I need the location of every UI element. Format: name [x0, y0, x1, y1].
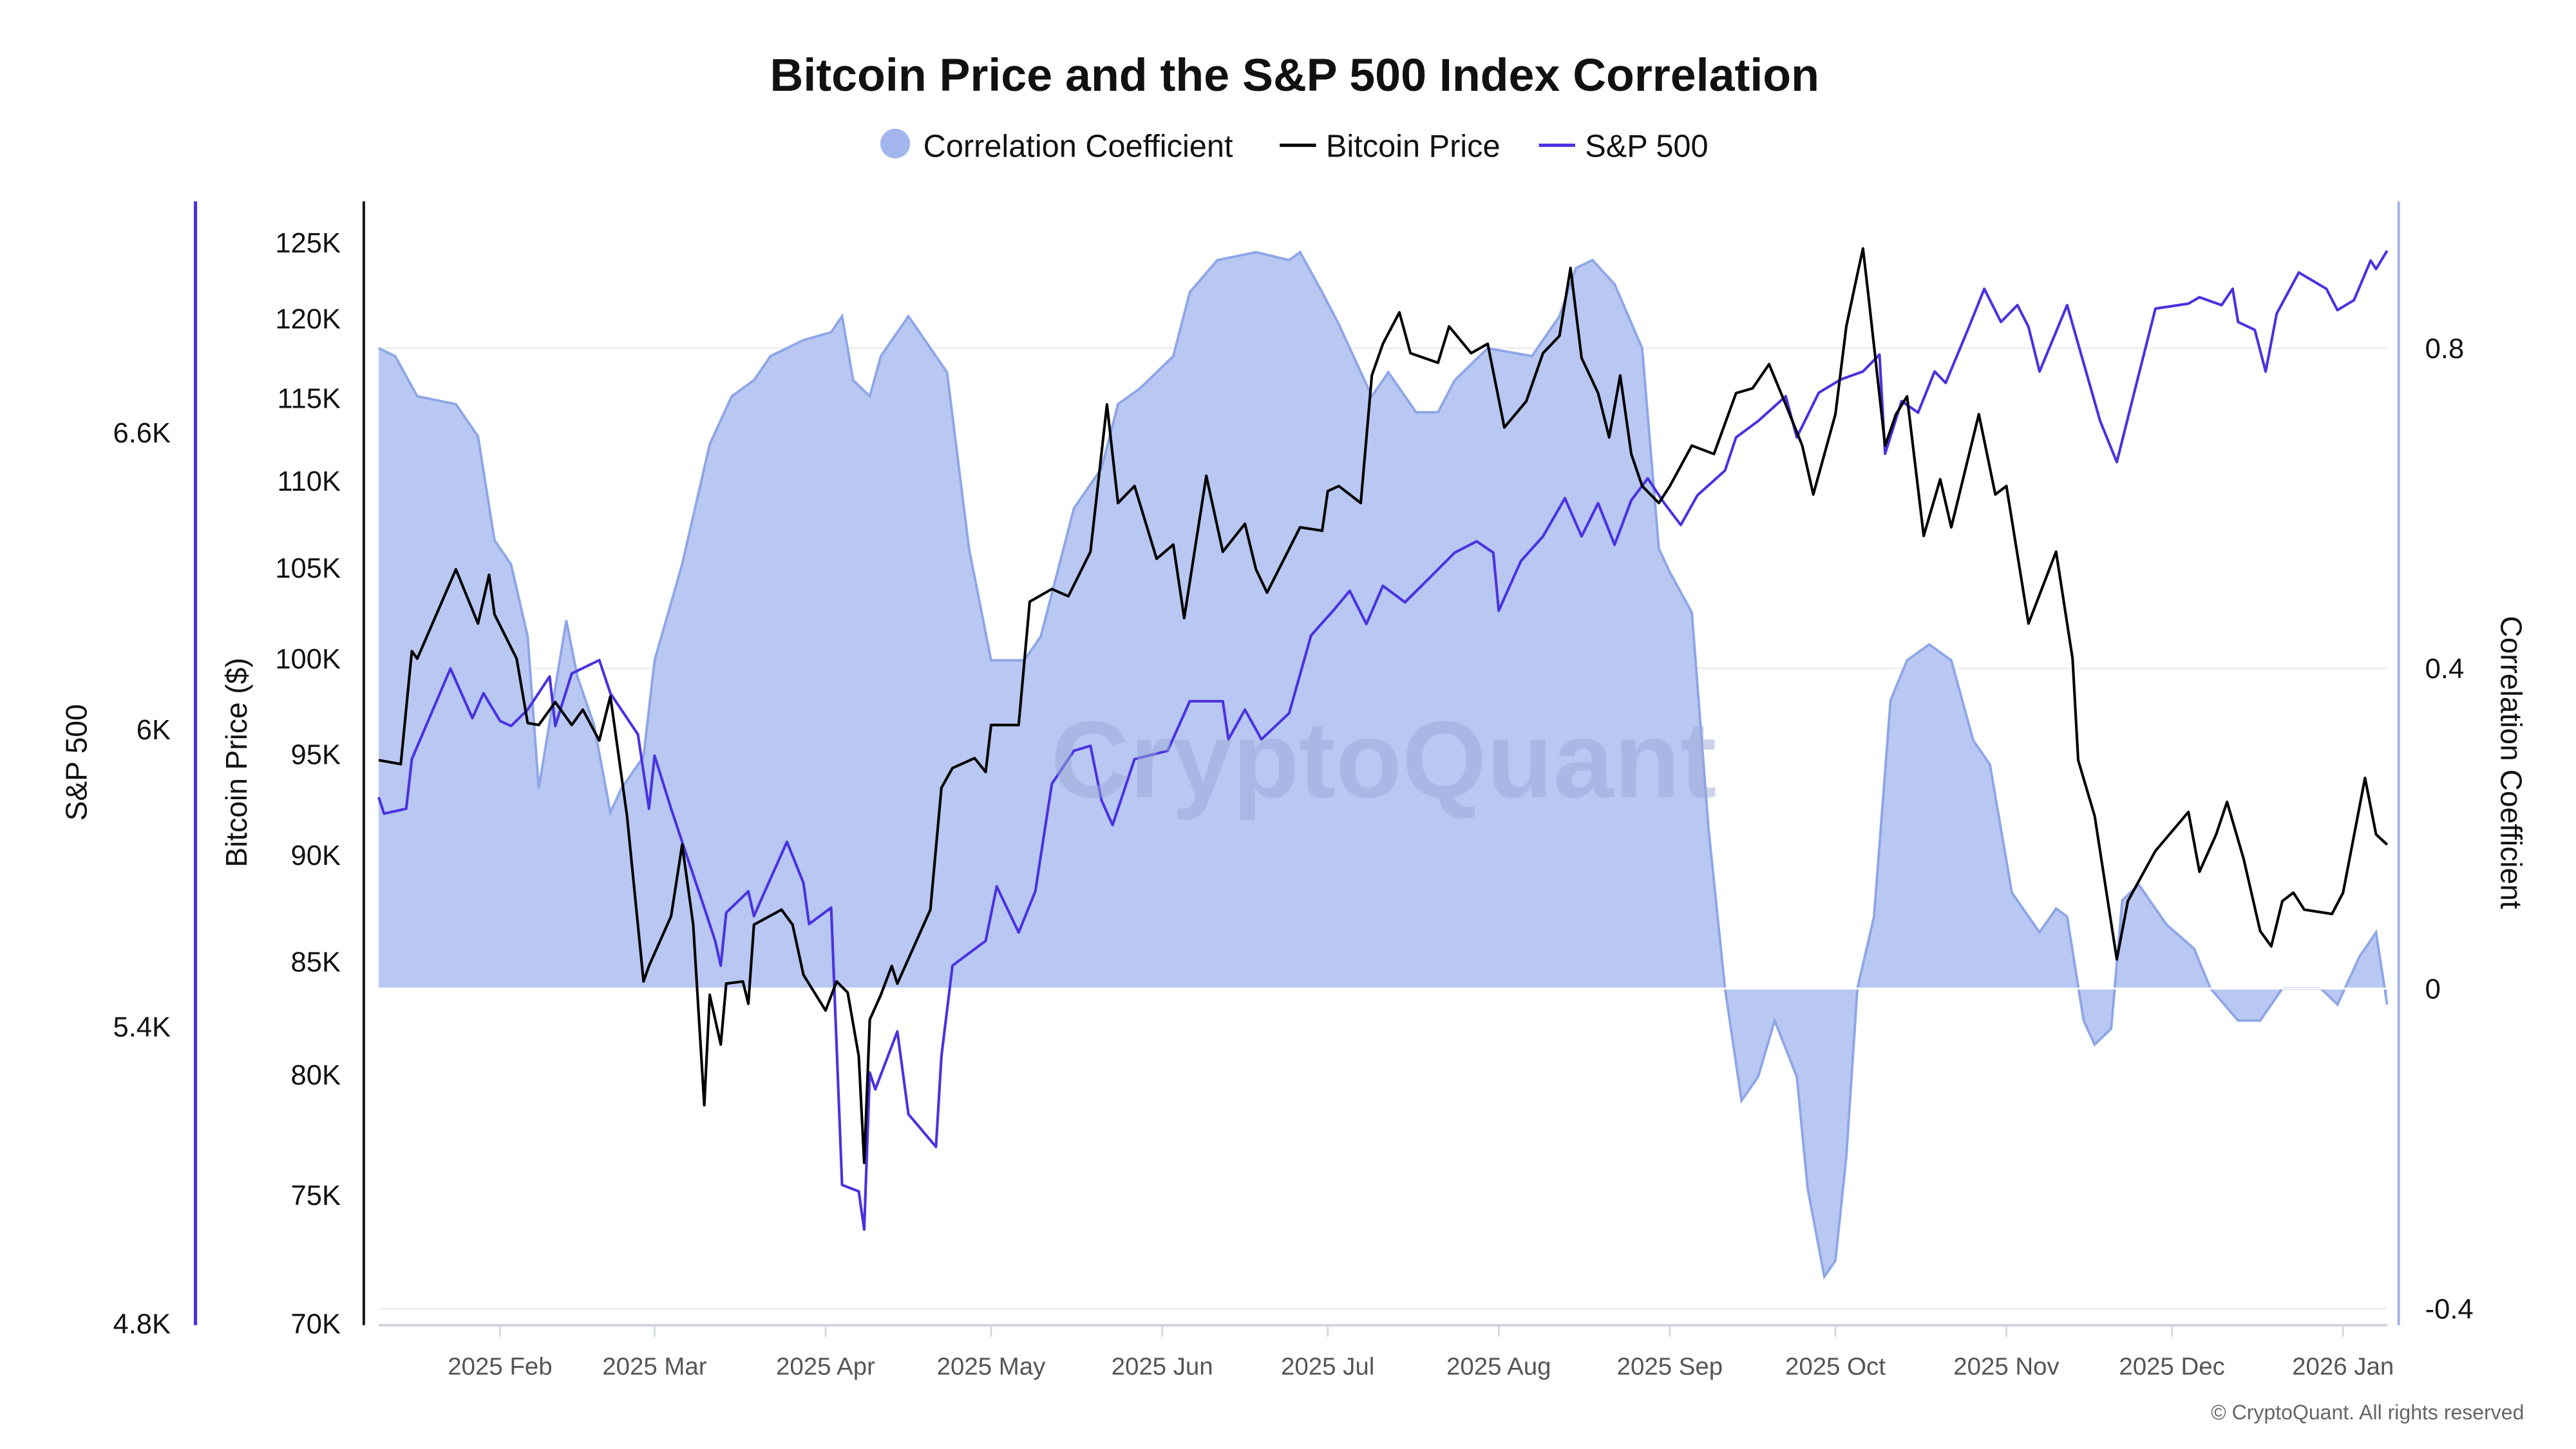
legend-label-bitcoin: Bitcoin Price [1326, 129, 1501, 164]
legend: Correlation Coefficient Bitcoin Price S&… [880, 128, 1709, 164]
sp500-tick-label: 6.6K [113, 418, 171, 449]
x-tick-label: 2025 Apr [776, 1353, 875, 1381]
bitcoin-tick-label: 100K [275, 644, 341, 675]
correlation-area [378, 252, 2387, 1277]
copyright: © CryptoQuant. All rights reserved [2211, 1401, 2524, 1424]
x-tick-label: 2025 Jul [1281, 1353, 1374, 1381]
x-tick-label: 2025 Mar [602, 1353, 707, 1381]
legend-label-sp500: S&P 500 [1585, 129, 1708, 164]
correlation-tick-label: 0.4 [2425, 654, 2465, 685]
sp500-tick-label: 4.8K [113, 1309, 171, 1340]
legend-swatch-correlation [880, 128, 911, 159]
bitcoin-tick-label: 85K [291, 947, 341, 978]
legend-item-bitcoin[interactable]: Bitcoin Price [1280, 129, 1501, 164]
correlation-line [378, 250, 2389, 1280]
bitcoin-tick-label: 80K [291, 1060, 341, 1091]
sp500-line [377, 250, 2389, 1231]
sp500-tick-label: 5.4K [113, 1012, 171, 1043]
correlation-tick-label: -0.4 [2425, 1294, 2474, 1325]
x-tick-label: 2025 Oct [1785, 1353, 1886, 1381]
x-tick-label: 2025 May [937, 1353, 1046, 1381]
bitcoin-tick-label: 90K [291, 840, 341, 871]
x-tick-label: 2025 Feb [448, 1353, 552, 1381]
bitcoin-tick-label: 120K [275, 304, 341, 335]
chart-title: Bitcoin Price and the S&P 500 Index Corr… [770, 50, 1819, 101]
plot-area [377, 247, 2389, 1280]
bitcoin-tick-label: 110K [278, 466, 341, 497]
sp500-axis-title: S&P 500 [59, 704, 93, 820]
axes: -0.4 0 0.4 0.8 70K 75K 80K 85K 90K 95K 100K 105K 110… [113, 228, 2473, 1381]
x-tick-label: 2025 Dec [2119, 1353, 2224, 1381]
correlation-tick-label: 0 [2425, 974, 2441, 1005]
watermark: CryptoQuant [1051, 699, 1717, 820]
legend-label-correlation: Correlation Coefficient [923, 129, 1233, 164]
bitcoin-tick-label: 115K [278, 383, 341, 414]
correlation-axis-title: Correlation Coefficient [2495, 616, 2528, 909]
bitcoin-tick-label: 125K [275, 228, 341, 259]
bitcoin-tick-label: 75K [291, 1180, 341, 1211]
bitcoin-tick-label: 95K [291, 740, 341, 771]
sp500-tick-label: 6K [137, 715, 171, 746]
correlation-tick-label: 0.8 [2425, 334, 2465, 365]
legend-item-sp500[interactable]: S&P 500 [1539, 129, 1709, 164]
bitcoin-tick-label: 105K [275, 553, 341, 584]
x-tick-label: 2026 Jan [2292, 1353, 2394, 1381]
bitcoin-price-line [378, 247, 2389, 1164]
bitcoin-axis-title: Bitcoin Price ($) [220, 658, 253, 867]
bitcoin-tick-label: 70K [291, 1309, 341, 1340]
x-tick-label: 2025 Jun [1112, 1353, 1213, 1381]
x-tick-label: 2025 Nov [1953, 1353, 2060, 1381]
x-tick-label: 2025 Sep [1617, 1353, 1723, 1381]
x-tick-label: 2025 Aug [1446, 1353, 1551, 1381]
legend-item-correlation[interactable]: Correlation Coefficient [880, 128, 1233, 164]
